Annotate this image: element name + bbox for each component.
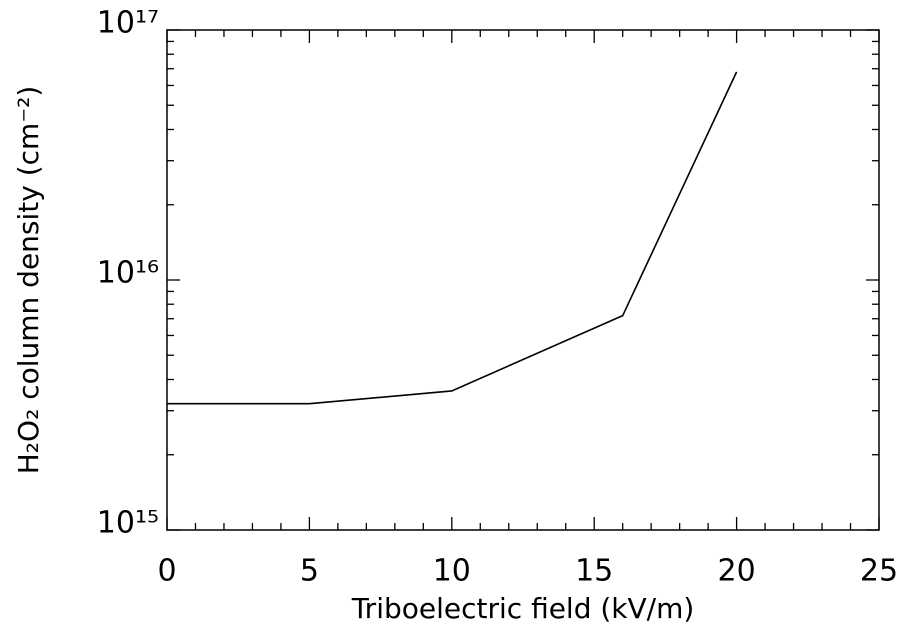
y-tick-label: 10¹⁷: [97, 6, 159, 41]
x-tick-label: 5: [300, 554, 319, 589]
y-tick-label: 10¹⁶: [97, 256, 159, 291]
x-tick-label: 15: [575, 554, 613, 589]
plot-frame: [166, 29, 880, 531]
x-axis-label: Triboelectric field (kV/m): [351, 592, 695, 625]
x-tick-label: 10: [433, 554, 471, 589]
x-tick-label: 25: [860, 554, 898, 589]
x-tick-label: 20: [718, 554, 756, 589]
x-tick-label: 0: [157, 554, 176, 589]
y-axis-label: H₂O₂ column density (cm⁻²): [12, 86, 45, 475]
data-line: [167, 71, 738, 405]
y-tick-label: 10¹⁵: [97, 506, 159, 541]
